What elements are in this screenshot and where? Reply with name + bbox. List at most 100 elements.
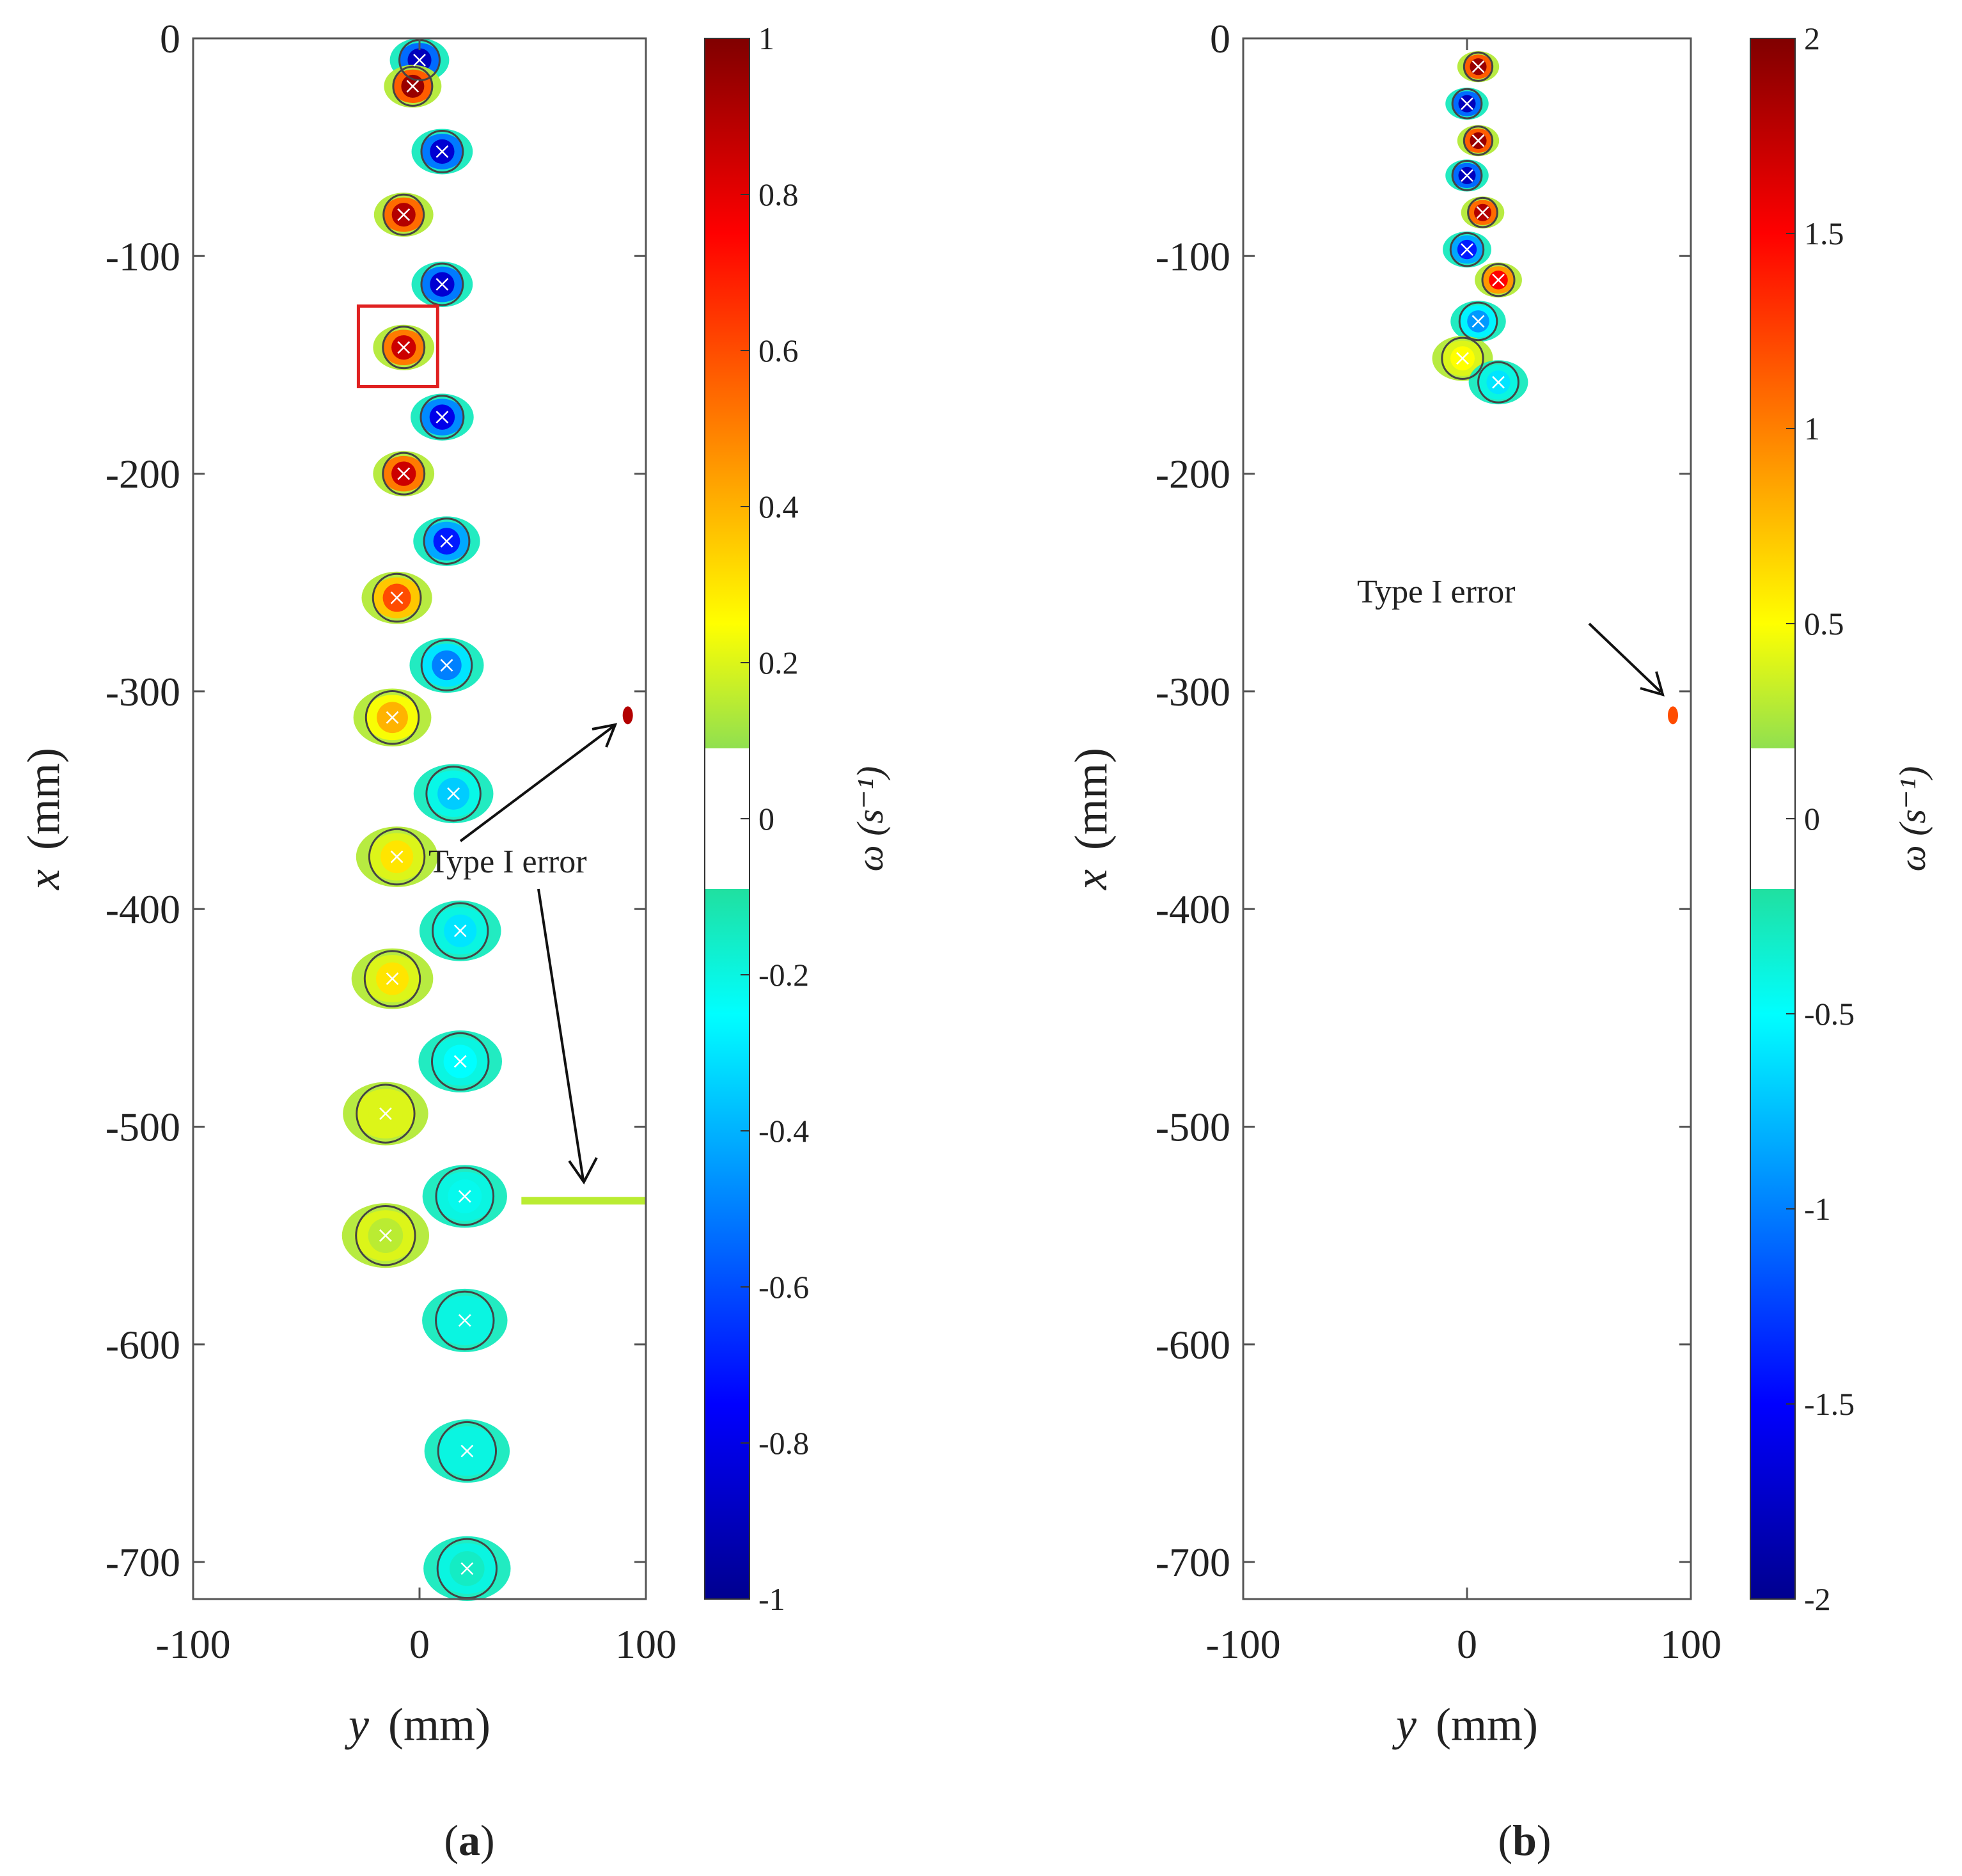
panel-a-detection-circle (437, 1421, 498, 1481)
panel-b-circles-layer (1441, 51, 1519, 404)
panel-a-vortex-center-marker (386, 972, 399, 986)
panel-a-y-tick-label: -100 (106, 233, 180, 279)
panel-b-colorbar-tick-label: -1.5 (1804, 1386, 1855, 1422)
panel-a-x-tick-label: 100 (615, 1621, 677, 1667)
panel-b-vortex-center-marker (1461, 169, 1473, 182)
panel-b-y-tick-label: -100 (1156, 233, 1230, 279)
panel-a-arrow-up (459, 723, 618, 842)
panel-b-vortex-center-marker (1456, 352, 1469, 365)
panel-b-x-tick-label: 100 (1660, 1621, 1722, 1667)
panel-b-vortex-center-marker (1461, 97, 1473, 110)
panel-a-colorbar-tick-label: -1 (758, 1581, 785, 1617)
panel-a-x-ticks: -100 0 100 (155, 38, 677, 1667)
panel-a-vortex-center-marker (406, 79, 420, 93)
panel-b-detection-circle (1481, 263, 1516, 297)
panel-a-vortex-center-marker (397, 341, 411, 354)
panel-a-circles-layer (355, 39, 498, 1600)
panel-b-colorbar-tick-label: 2 (1804, 20, 1820, 56)
panel-b-colorbar-tick-label: 1 (1804, 411, 1820, 446)
panel-a-detection-circle (425, 766, 482, 822)
panel-b-vortex-center-marker (1492, 273, 1505, 287)
panel-a-vortex-center-marker (440, 535, 453, 548)
panel-a-y-tick-label: 0 (160, 16, 180, 61)
panel-a-vortex-center-marker (440, 659, 453, 672)
panel-b-annotation: Type I error (1357, 574, 1516, 610)
panel-a-vortex-center-marker (436, 278, 449, 291)
panel-a-vortex-center-marker (453, 924, 467, 938)
panel-b-xlabel: y (mm) (1392, 1699, 1538, 1750)
panel-b-y-tick-label: -200 (1156, 452, 1230, 497)
panel-a-colorbar-label: ω (s⁻¹) (849, 766, 891, 872)
panel-a-false-detection (521, 1197, 646, 1205)
panel-a-colorbar-tick-label: 0.4 (758, 489, 799, 524)
panel-b-label: (b) (1498, 1816, 1551, 1864)
panel-a-vortex-center-marker (390, 591, 404, 604)
panel-a-colorbar-tick-label: 0.8 (758, 177, 799, 212)
panel-b-colorbar-tick-label: 0.5 (1804, 606, 1844, 642)
panel-a-y-tick-label: -200 (106, 452, 180, 497)
panel-a-detection-circle (435, 1290, 495, 1351)
panel-b-x-tick-label: 0 (1457, 1621, 1477, 1667)
panel-b-detection-circle (1441, 336, 1484, 380)
panel-b-detection-circle (1477, 361, 1519, 404)
panel-a-colorbar-tick-label: 0 (758, 801, 774, 837)
panel-b-vortex-center-marker (1492, 375, 1505, 389)
panel-b-vortex-center-marker (1476, 206, 1489, 219)
panel-a-vortex-center-marker (453, 1055, 467, 1068)
panel-b-colorbar-tick-label: 0 (1804, 801, 1820, 837)
panel-a-y-tick-label: -300 (106, 669, 180, 714)
panel-a-annotation: Type I error (428, 844, 587, 880)
panel-a-detection-circle (431, 1032, 490, 1091)
panel-a-colorbar: 1 0.8 0.6 0.4 0.2 0 -0.2 -0.4 -0.6 -0.8 -1 ω (s⁻¹) (704, 20, 891, 1617)
panel-a-vortex-center-marker (413, 54, 426, 67)
panel-b-colorbar: 2 1.5 1 0.5 0 -0.5 -1 -1.5 -2 ω (s⁻¹) (1750, 20, 1933, 1617)
panel-a-vortex-center-marker (397, 208, 411, 221)
panel-b-ylabel: x(mm) (1065, 748, 1117, 890)
panel-a-detection-circle (423, 517, 471, 565)
panel-a-colorbar-ticks: 1 0.8 0.6 0.4 0.2 0 -0.2 -0.4 -0.6 -0.8 -1 (741, 20, 809, 1617)
panel-b-vortex-center-marker (1472, 315, 1485, 328)
panel-a-y-tick-label: -700 (106, 1540, 180, 1585)
panel-a-vortex-center-marker (436, 411, 449, 424)
panel-b-y-tick-label: -300 (1156, 669, 1230, 714)
panel-a-vortex-center-marker (379, 1107, 392, 1120)
panel-a: 0 -100 -200 -300 -400 -500 -600 -700 -100 0 100 T… (18, 16, 891, 1864)
panel-a-vortex-center-marker (386, 711, 399, 724)
panel-b-colorbar-tick-label: -2 (1804, 1581, 1831, 1617)
panel-a-colorbar-tick-label: 0.2 (758, 645, 799, 681)
panel-b-y-tick-label: -700 (1156, 1540, 1230, 1585)
panel-b-arrow (1588, 622, 1665, 697)
panel-a-centers-layer (379, 54, 474, 1575)
panel-b: 0 -100 -200 -300 -400 -500 -600 -700 -100 0 100 T… (1065, 16, 1933, 1864)
panel-b-plot-frame (1242, 37, 1692, 1600)
panel-a-vortex-center-marker (447, 787, 460, 800)
panel-a-detection-circle (420, 130, 464, 173)
panel-a-y-tick-label: -600 (106, 1322, 180, 1368)
panel-b-centers-layer (1456, 60, 1505, 389)
panel-a-vortex-center-marker (458, 1190, 471, 1203)
panel-a-detection-circle (382, 326, 426, 370)
panel-b-y-tick-label: -400 (1156, 887, 1230, 932)
panel-a-vortex-center-marker (460, 1444, 474, 1458)
panel-b-colorbar-tick-label: -0.5 (1804, 996, 1855, 1032)
panel-b-vortex-center-marker (1472, 134, 1485, 147)
panel-a-colorbar-tick-label: -0.4 (758, 1113, 809, 1149)
panel-a-blobs-layer (341, 38, 646, 1601)
panel-a-vortex-center-marker (436, 145, 449, 158)
panel-a-colorbar-tick-label: -0.8 (758, 1425, 809, 1461)
panel-a-vortex-center-marker (397, 467, 411, 480)
panel-a-vortex-center-marker (458, 1314, 471, 1327)
panel-b-detection-circle (1467, 196, 1498, 228)
panel-a-colorbar-tick-label: -0.6 (758, 1269, 809, 1305)
panel-a-y-tick-label: -500 (106, 1105, 180, 1150)
panel-a-y-ticks: 0 -100 -200 -300 -400 -500 -600 -700 (106, 16, 646, 1585)
panel-b-y-tick-label: -600 (1156, 1322, 1230, 1368)
panel-a-colorbar-tick-label: 1 (758, 20, 774, 56)
panel-b-x-tick-label: -100 (1205, 1621, 1280, 1667)
panel-a-detection-circle (363, 950, 421, 1007)
panel-a-highlight-box (356, 304, 439, 388)
panel-a-vortex-center-marker (379, 1229, 392, 1242)
panel-b-detection-circle (1463, 51, 1494, 82)
panel-b-y-ticks: 0 -100 -200 -300 -400 -500 -600 -700 (1156, 16, 1691, 1585)
